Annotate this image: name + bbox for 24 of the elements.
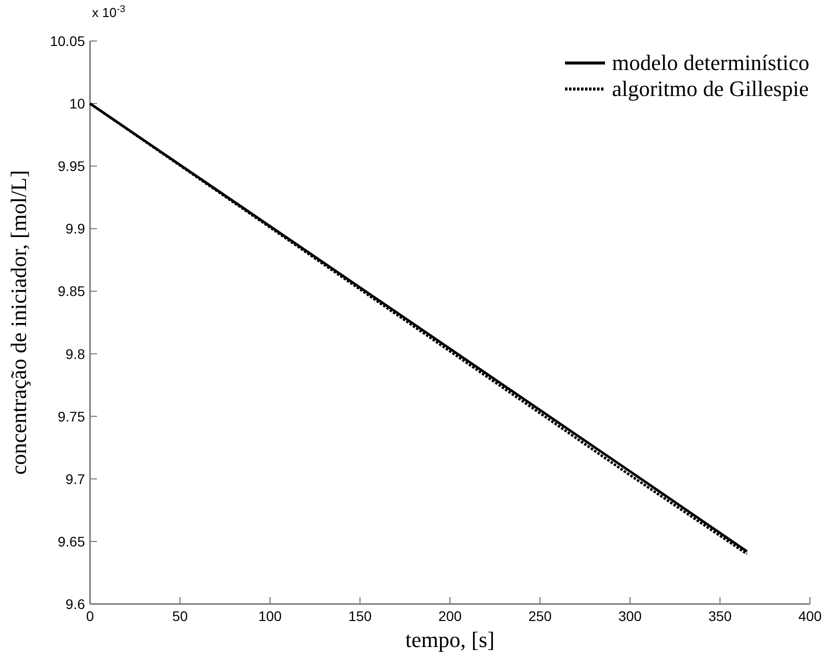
y-tick-label: 10	[69, 96, 86, 112]
y-tick-label: 9.8	[66, 346, 86, 362]
y-tick-label: 9.9	[66, 220, 86, 237]
y-tick-label: 10.05	[50, 33, 86, 49]
x-tick-label: 200	[438, 608, 462, 624]
y-tick-label: 9.95	[58, 158, 86, 174]
x-tick-label: 0	[86, 608, 94, 624]
x-tick-label: 100	[258, 608, 282, 624]
y-tick-label: 9.65	[58, 533, 86, 550]
x-tick-label: 300	[618, 608, 642, 624]
x-tick-label: 400	[798, 608, 822, 624]
y-axis-title: concentração de iniciador, [mol/L]	[6, 170, 31, 475]
x-tick-label: 250	[528, 608, 552, 624]
x-tick-label: 350	[708, 608, 732, 624]
x-axis-title: tempo, [s]	[405, 627, 495, 652]
y-tick-label: 9.6	[66, 596, 86, 612]
legend-label: modelo determinístico	[612, 50, 810, 75]
x-tick-label: 50	[172, 608, 188, 624]
legend-label: algoritmo de Gillespie	[612, 76, 809, 101]
text: x 10$^{-3}$	[92, 4, 126, 20]
y-tick-label: 9.85	[58, 283, 86, 300]
y-tick-label: 9.7	[66, 470, 86, 487]
x-tick-label: 150	[348, 608, 372, 624]
y-tick-label: 9.75	[58, 408, 86, 424]
